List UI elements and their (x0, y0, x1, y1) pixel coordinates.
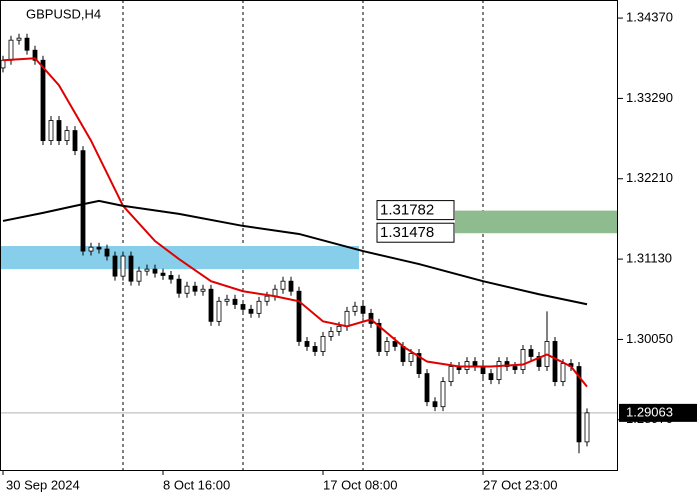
candle-body (24, 37, 30, 51)
candle-body (392, 341, 398, 347)
candle-body (120, 255, 126, 277)
x-tick-label: 27 Oct 23:00 (483, 477, 557, 492)
y-tick-label: 1.32210 (626, 170, 673, 185)
candle-body (320, 335, 326, 352)
candle-body (232, 298, 238, 305)
candle-body (128, 255, 134, 282)
candle-body (312, 346, 318, 352)
candle-body (0, 59, 6, 69)
price-label-box (619, 403, 697, 422)
candle-body (144, 268, 150, 272)
candle-body (136, 270, 142, 282)
x-tick-label: 17 Oct 08:00 (323, 477, 397, 492)
candle-body (184, 285, 190, 294)
candle-body (336, 325, 342, 332)
candle-body (424, 373, 430, 403)
candle-body (408, 353, 414, 362)
candle-body (448, 366, 454, 383)
candle-body (384, 341, 390, 352)
candle-body (280, 280, 286, 290)
ma-line (2, 57, 588, 388)
candle-body (176, 278, 182, 294)
candle-body (296, 290, 302, 342)
zone-label-box (376, 222, 455, 243)
candle-body (264, 295, 270, 302)
chart-title: GBPUSD,H4 (26, 6, 101, 21)
candle-body (200, 288, 206, 292)
candle-body (160, 272, 166, 276)
candle-body (208, 288, 214, 322)
candle-body (80, 150, 86, 252)
candle-body (536, 356, 542, 367)
candle-body (16, 37, 22, 41)
candle-body (496, 361, 502, 381)
candle-body (432, 401, 438, 408)
zone-label-box (376, 200, 455, 221)
plot-area: 1.31782 1.31478 (0, 0, 618, 470)
candle-body (440, 381, 446, 408)
candle-body (104, 248, 110, 257)
candle-body (328, 331, 334, 337)
candle-body (240, 304, 246, 310)
y-tick-label: 1.30050 (626, 331, 673, 346)
candle-body (344, 310, 350, 327)
candle-body (8, 39, 14, 61)
candle-body (416, 353, 422, 374)
price-label: 1.29063 (626, 404, 673, 419)
candle-body (376, 322, 382, 352)
candle-body (216, 300, 222, 322)
candle-body (528, 349, 534, 357)
y-tick-label: 1.34370 (626, 10, 673, 25)
candle-body (304, 341, 310, 347)
candle-body (168, 275, 174, 280)
candle-body (480, 366, 486, 374)
ma-line (2, 199, 588, 306)
candle-body (560, 363, 566, 383)
candle-body (520, 349, 526, 370)
zone (455, 210, 617, 234)
candle-body (576, 366, 582, 443)
candle-body (256, 300, 262, 314)
candle-body (192, 285, 198, 292)
candle-body (504, 361, 510, 367)
candle-body (512, 366, 518, 370)
candle-body (400, 346, 406, 362)
zone-label: 1.31782 (380, 202, 434, 219)
candle-body (64, 130, 70, 141)
candle-body (40, 59, 46, 141)
candle-body (56, 120, 62, 141)
candle-body (32, 49, 38, 61)
candle-body (288, 280, 294, 292)
candle-body (248, 308, 254, 314)
candle-body (96, 246, 102, 250)
candle-body (488, 373, 494, 381)
candle-body (112, 255, 118, 277)
zone (1, 246, 359, 270)
y-tick-label: 1.31130 (626, 251, 672, 266)
plot-frame (0, 0, 618, 471)
candle-body (48, 120, 54, 141)
candle-body (152, 268, 158, 274)
x-tick-label: 30 Sep 2024 (6, 477, 80, 492)
candle-body (352, 305, 358, 312)
candle-body (224, 298, 230, 302)
candle-body (552, 341, 558, 383)
candle-body (584, 412, 590, 443)
candle-body (72, 130, 78, 152)
zone-label: 1.31478 (380, 224, 434, 241)
candle-body (360, 305, 366, 314)
y-tick-label: 1.33290 (626, 90, 673, 105)
candle-body (88, 246, 94, 252)
x-tick-label: 8 Oct 16:00 (163, 477, 230, 492)
